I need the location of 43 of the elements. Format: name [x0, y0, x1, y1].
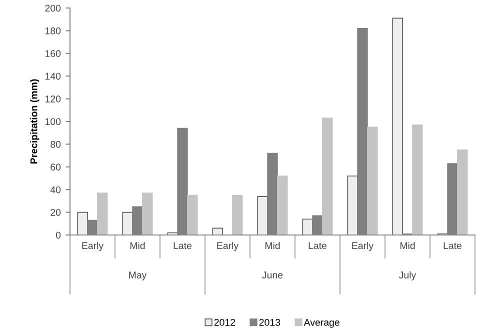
bar	[232, 194, 243, 235]
legend-label: Average	[304, 319, 340, 328]
x-tick-label: Early	[217, 242, 239, 252]
bar	[392, 18, 403, 235]
text: June	[262, 272, 283, 278]
x-tick-label: Mid	[265, 242, 280, 250]
text: July	[399, 271, 416, 280]
y-tick-label: 40	[50, 186, 61, 194]
bar	[122, 212, 133, 235]
legend-label: 2012	[214, 318, 236, 326]
x-tick-label: Late	[308, 242, 327, 250]
x-tick-label: Late	[444, 242, 462, 250]
y-tick-label: 100	[45, 118, 61, 126]
text: May	[129, 272, 147, 280]
y-tick-label: 20	[50, 209, 61, 216]
y-tick-label: 200	[45, 4, 61, 12]
bar	[277, 176, 288, 235]
y-tick-label: 60	[50, 164, 61, 171]
bar	[322, 118, 333, 235]
x-tick-label: Late	[174, 242, 192, 250]
bar	[97, 192, 108, 235]
x-tick-label: Early	[352, 242, 374, 252]
y-tick-label: 0	[56, 232, 61, 239]
x-tick-label: Mid	[400, 242, 415, 250]
bar	[302, 218, 313, 235]
bar	[412, 124, 423, 235]
y-tick-label: 180	[45, 27, 61, 34]
bar	[367, 126, 378, 235]
y-tick-label: 140	[45, 72, 61, 80]
bar	[257, 196, 268, 235]
y-axis-title: Precipitation (mm)	[30, 79, 40, 164]
bar	[212, 228, 223, 235]
bar	[347, 176, 358, 235]
y-tick-label: 160	[45, 50, 61, 58]
bar	[457, 149, 468, 235]
bar	[187, 194, 198, 235]
y-tick-label: 120	[45, 96, 61, 102]
legend-label: 2013	[259, 318, 280, 326]
x-tick-label: Mid	[130, 242, 145, 250]
y-tick-label: 80	[50, 140, 61, 148]
x-tick-label: Early	[82, 242, 104, 252]
bar	[142, 192, 153, 235]
bar	[77, 212, 88, 235]
